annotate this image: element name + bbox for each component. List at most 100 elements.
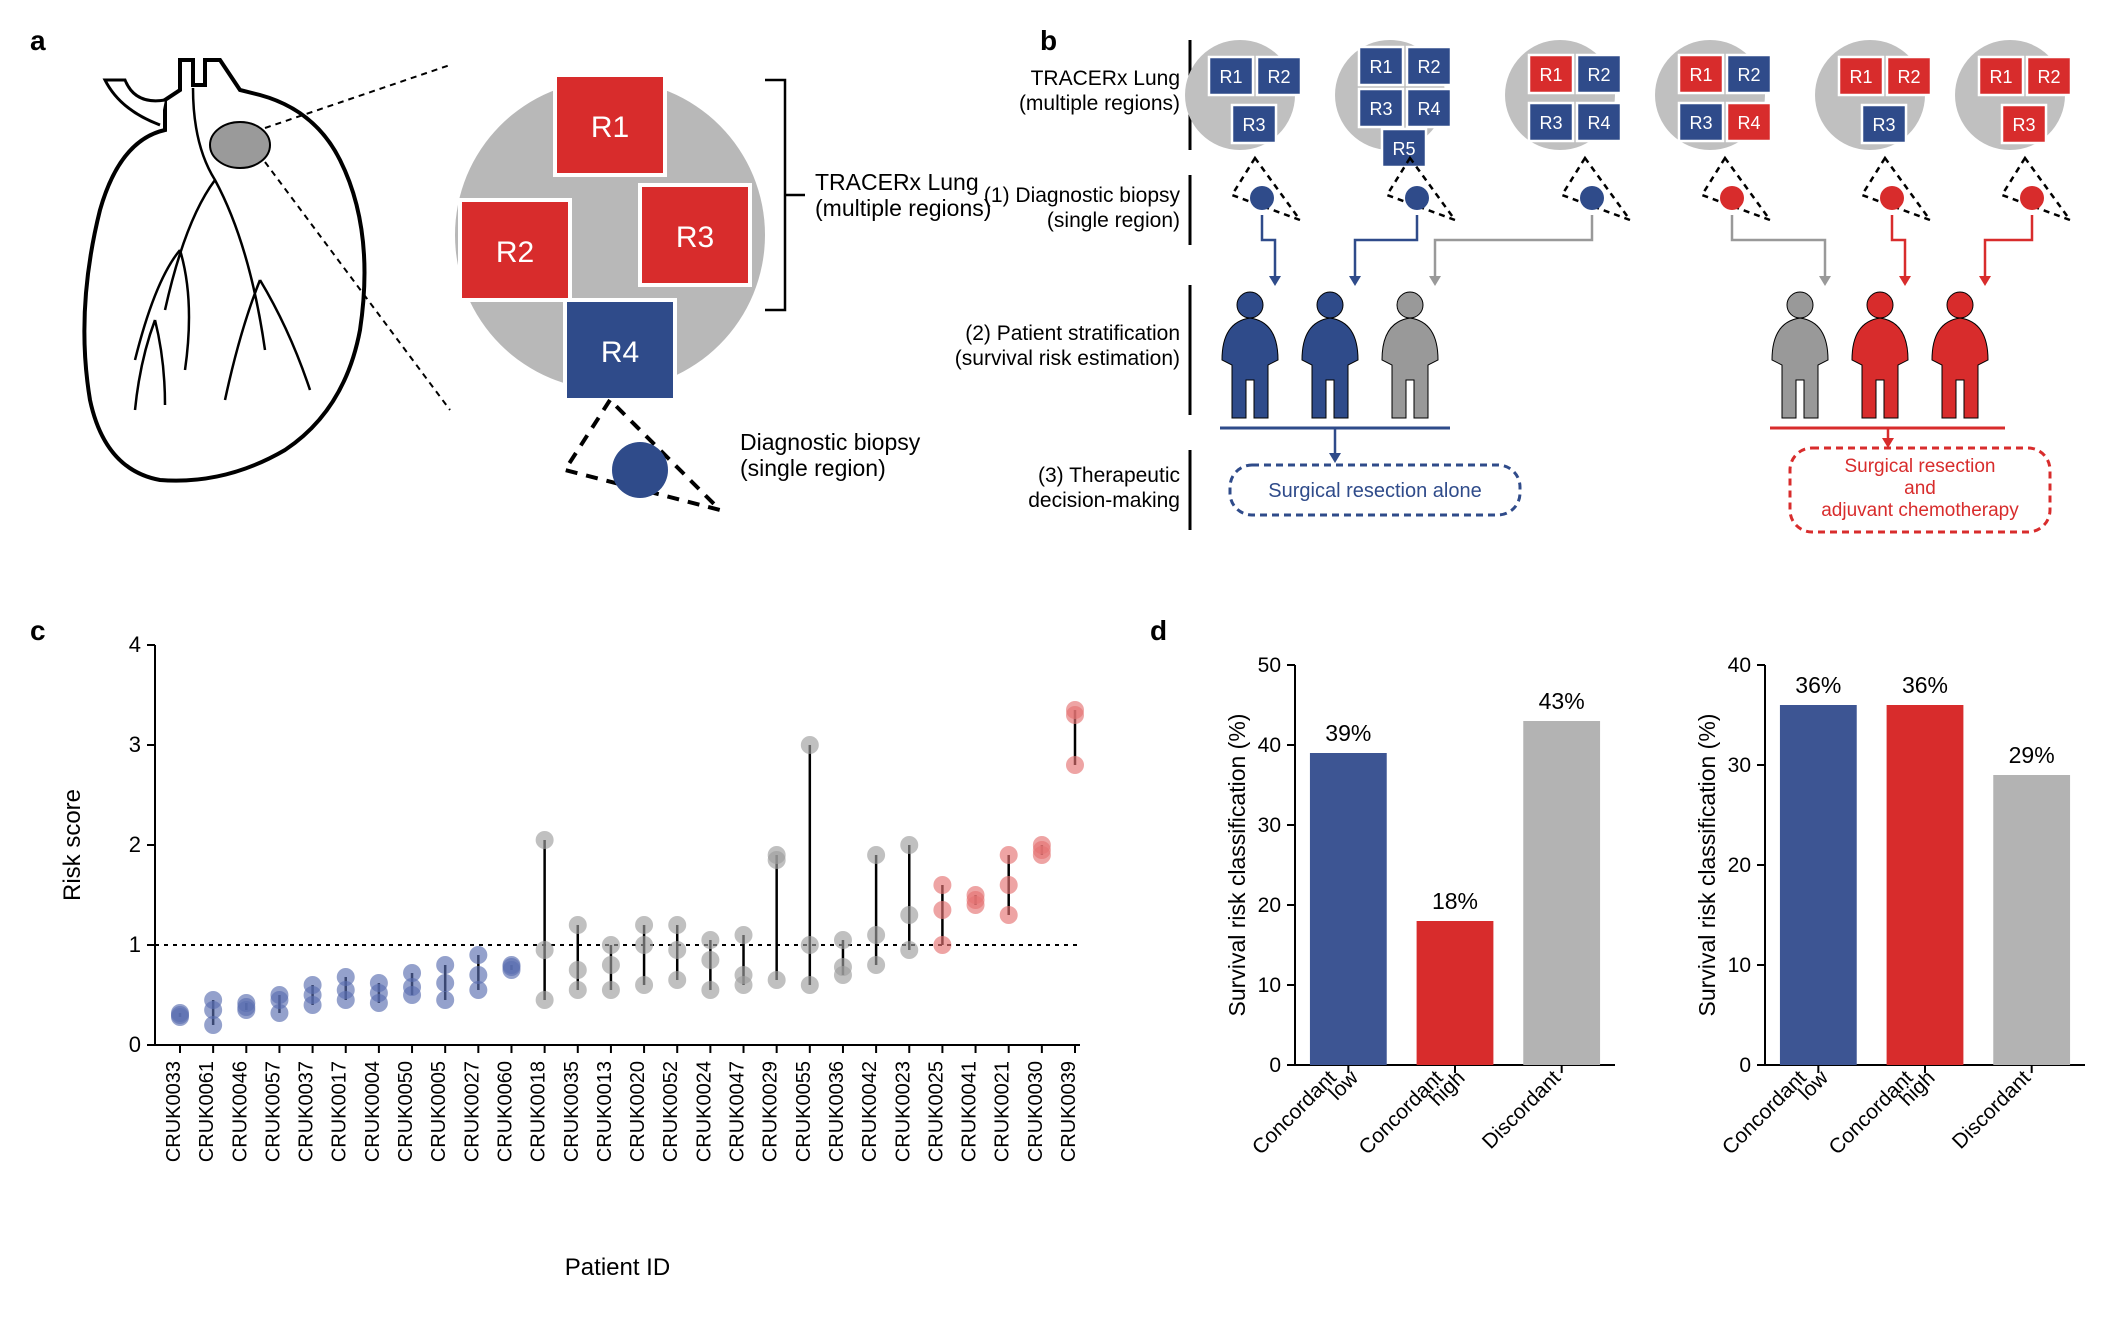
bar [1993,775,2070,1065]
patient-id: CRUK0061 [196,1061,218,1162]
bar-label: 18% [1432,888,1478,914]
risk-point [469,946,487,964]
risk-point [801,976,819,994]
ytick-label: 1 [129,932,141,957]
patient-id: CRUK0018 [528,1061,550,1162]
tumor-regions: R1R2R3R4 TRACERx Lung (multiple regions)… [455,75,991,510]
d-ylabel: Survival risk classification (%) [1694,714,1720,1017]
panel-d: d 01020304050Survival risk classificatio… [1150,615,2085,1159]
risk-point [602,956,620,974]
svg-text:R2: R2 [1267,67,1290,87]
patient-id: CRUK0027 [461,1061,483,1162]
svg-text:R2: R2 [1417,57,1440,77]
decision-right-1: Surgical resection [1844,456,1995,477]
d-cat-label: Discordant [1478,1066,1565,1153]
risk-point [768,846,786,864]
risk-point [768,971,786,989]
b-row2-l2: (single region) [1047,209,1180,232]
panel-b-label: b [1040,25,1057,56]
tumor-cluster: R1R2R3 [1815,40,1931,150]
risk-point [602,936,620,954]
risk-point [569,981,587,999]
bar-label: 36% [1902,672,1948,698]
person-icon [1302,292,1358,418]
d-ytick: 40 [1728,654,1751,677]
d-ytick: 40 [1258,734,1281,757]
risk-point [204,991,222,1009]
risk-point [701,931,719,949]
risk-point [735,966,753,984]
risk-point [834,931,852,949]
svg-text:R1: R1 [1219,67,1242,87]
patient-id: CRUK0039 [1058,1061,1080,1162]
bar [1417,921,1494,1065]
region-label: R2 [496,236,534,269]
patient-id: CRUK0046 [229,1061,251,1162]
risk-point [602,981,620,999]
svg-text:R4: R4 [1737,113,1760,133]
region-label: R4 [601,336,639,369]
b-row4-l1: (3) Therapeutic [1038,464,1180,487]
risk-point [900,906,918,924]
risk-point [436,974,454,992]
d-ytick: 0 [1739,1054,1751,1077]
region-label: R3 [676,221,714,254]
risk-point [933,876,951,894]
risk-point [436,956,454,974]
bar [1310,753,1387,1065]
bar [1523,721,1600,1065]
panel-d-label: d [1150,615,1167,646]
risk-point [370,974,388,992]
risk-point [635,936,653,954]
patient-id: CRUK0004 [362,1061,384,1162]
patient-id: CRUK0033 [163,1061,185,1162]
svg-text:R3: R3 [1872,115,1895,135]
svg-text:R3: R3 [1539,113,1562,133]
risk-point [668,916,686,934]
risk-point [635,976,653,994]
c-ylabel: Risk score [59,789,86,901]
ytick-label: 0 [129,1032,141,1057]
svg-text:R2: R2 [2037,67,2060,87]
risk-point [403,964,421,982]
risk-point [304,976,322,994]
patient-id: CRUK0025 [925,1061,947,1162]
risk-point [1000,876,1018,894]
svg-text:R4: R4 [1587,113,1610,133]
tumor-cluster: R1R2R3 [1955,40,2071,150]
person-icon [1772,292,1828,418]
patient-id: CRUK0035 [561,1061,583,1162]
b-row1-l1: TRACERx Lung [1031,67,1180,90]
risk-point [171,1004,189,1022]
risk-point [668,971,686,989]
bar [1780,705,1857,1065]
patient-id: CRUK0029 [760,1061,782,1162]
risk-point [502,956,520,974]
svg-text:R1: R1 [1539,65,1562,85]
d-ytick: 30 [1258,814,1281,837]
risk-point [536,831,554,849]
b-row3-l1: (2) Patient stratification [965,322,1180,345]
d-ytick: 20 [1258,894,1281,917]
svg-text:R1: R1 [1989,67,2012,87]
patient-id: CRUK0037 [296,1061,318,1162]
tumor-cluster: R1R2R3 [1185,40,1301,150]
risk-point [237,994,255,1012]
ytick-label: 2 [129,832,141,857]
risk-point [735,926,753,944]
d-ytick: 50 [1258,654,1281,677]
risk-point [933,901,951,919]
risk-point [337,968,355,986]
d-cat-label: Discordant [1948,1066,2035,1153]
patient-id: CRUK0055 [793,1061,815,1162]
d-cat-label: Concordant [1354,1066,1447,1159]
panel-c-label: c [30,615,46,646]
svg-text:R3: R3 [1369,99,1392,119]
svg-text:R1: R1 [1849,67,1872,87]
patient-id: CRUK0050 [395,1061,417,1162]
bar-label: 43% [1539,688,1585,714]
patient-id: CRUK0060 [494,1061,516,1162]
figure-container: a R1R2R3R4 TRACERx Lung (multiple region… [20,20,2100,1310]
decision-right-3: adjuvant chemotherapy [1821,500,2019,521]
risk-point [436,991,454,1009]
